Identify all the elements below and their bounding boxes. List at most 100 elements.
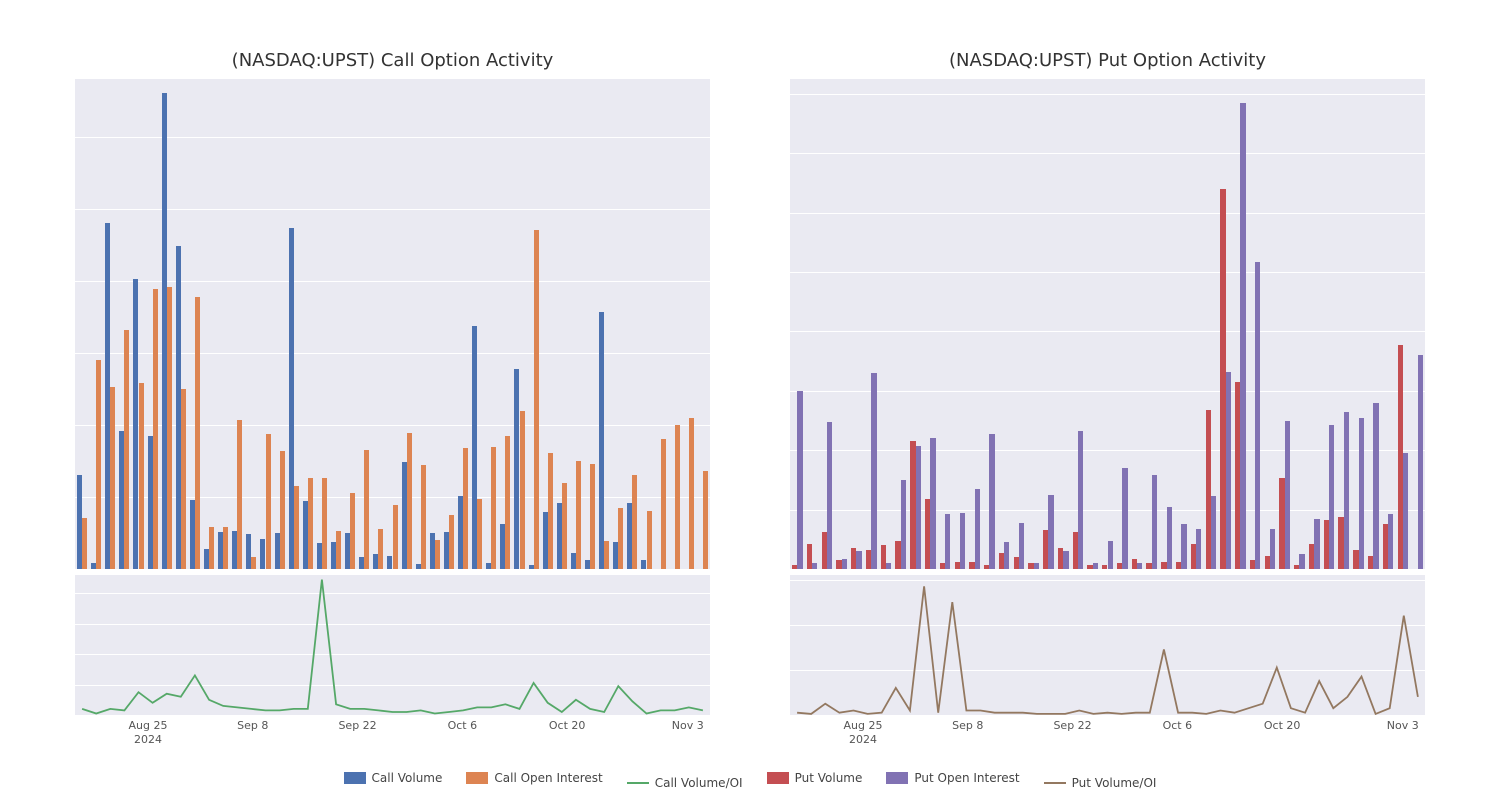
call-panel-title: (NASDAQ:UPST) Call Option Activity <box>75 50 710 71</box>
legend-item: Call Volume/OI <box>627 776 743 790</box>
bar-series-b <box>916 446 921 569</box>
ratio-line <box>790 575 1425 715</box>
gridline <box>790 213 1425 214</box>
bar-series-b <box>960 513 965 569</box>
put-bars-plot: 02k4k6k8k10k12k14k16k <box>790 79 1425 569</box>
bar-series-b <box>336 531 341 569</box>
legend-rect-swatch <box>767 772 789 784</box>
bar-series-b <box>1329 425 1334 569</box>
bar-series-b <box>1359 418 1364 569</box>
bar-series-b <box>477 499 482 569</box>
bar-series-a <box>599 312 604 569</box>
legend-rect-swatch <box>344 772 366 784</box>
xtick-label: Sep 8 <box>237 719 268 732</box>
gridline <box>75 137 710 138</box>
bar-series-b <box>223 527 228 570</box>
legend-label: Call Open Interest <box>494 771 602 785</box>
legend-item: Call Volume <box>344 771 443 785</box>
bar-series-b <box>1388 514 1393 569</box>
bar-series-b <box>139 383 144 569</box>
figure-legend: Call Volume Call Open Interest Call Volume… <box>0 771 1500 790</box>
bar-series-b <box>1344 412 1349 569</box>
bar-series-b <box>797 391 802 569</box>
legend-rect-swatch <box>466 772 488 784</box>
bar-series-b <box>181 389 186 569</box>
bar-series-b <box>364 450 369 569</box>
xtick-label: Oct 6 <box>1163 719 1193 732</box>
bar-series-b <box>1403 453 1408 569</box>
bar-series-b <box>1226 372 1231 569</box>
bar-series-b <box>96 360 101 569</box>
call-ratio-plot: 02468 <box>75 575 710 715</box>
bar-series-b <box>167 287 172 569</box>
bar-series-b <box>421 465 426 569</box>
bar-series-b <box>350 493 355 569</box>
call-panel: (NASDAQ:UPST) Call Option Activity 010k2… <box>75 50 710 755</box>
bar-series-b <box>590 464 595 569</box>
bar-series-b <box>1078 431 1083 569</box>
gridline <box>790 331 1425 332</box>
bar-series-b <box>1167 507 1172 569</box>
gridline <box>75 209 710 210</box>
bar-series-b <box>435 540 440 569</box>
bar-series-b <box>989 434 994 569</box>
gridline <box>75 281 710 282</box>
legend-label: Call Volume <box>372 771 443 785</box>
xtick-label: Oct 20 <box>1264 719 1301 732</box>
bar-series-b <box>1373 403 1378 569</box>
xtick-label: Sep 22 <box>1053 719 1091 732</box>
xtick-year-label: 2024 <box>134 733 162 746</box>
put-x-axis: Aug 252024Sep 8Sep 22Oct 6Oct 20Nov 3 <box>790 715 1425 755</box>
bar-series-b <box>280 451 285 569</box>
bar-series-b <box>975 489 980 569</box>
bar-series-b <box>1137 563 1142 569</box>
put-panel: (NASDAQ:UPST) Put Option Activity 02k4k6… <box>790 50 1425 755</box>
bar-series-b <box>82 518 87 569</box>
bar-series-b <box>1299 554 1304 569</box>
xtick-label: Oct 20 <box>549 719 586 732</box>
bar-series-b <box>632 475 637 569</box>
bar-series-b <box>1063 551 1068 569</box>
bar-series-b <box>856 551 861 569</box>
bar-series-b <box>1108 541 1113 569</box>
bar-series-b <box>945 514 950 569</box>
bar-series-b <box>251 557 256 569</box>
legend-line-swatch <box>627 782 649 784</box>
bar-series-b <box>689 418 694 569</box>
bar-series-b <box>491 447 496 569</box>
legend-label: Put Open Interest <box>914 771 1019 785</box>
call-x-axis: Aug 252024Sep 8Sep 22Oct 6Oct 20Nov 3 <box>75 715 710 755</box>
bar-series-b <box>576 461 581 569</box>
bar-series-b <box>195 297 200 569</box>
bar-series-b <box>871 373 876 569</box>
put-ratio-plot: 0204060 <box>790 575 1425 715</box>
bar-series-b <box>548 453 553 569</box>
bar-series-b <box>842 559 847 569</box>
legend-label: Put Volume <box>795 771 863 785</box>
gridline <box>790 391 1425 392</box>
bar-series-b <box>675 425 680 569</box>
xtick-label: Aug 25 <box>844 719 883 732</box>
bar-series-b <box>1122 468 1127 569</box>
bar-series-b <box>407 433 412 569</box>
bar-series-b <box>647 511 652 569</box>
xtick-label: Oct 6 <box>448 719 478 732</box>
bar-series-b <box>812 563 817 569</box>
bar-series-b <box>827 422 832 569</box>
xtick-label: Nov 3 <box>1387 719 1419 732</box>
bar-series-b <box>449 515 454 569</box>
legend-item: Put Open Interest <box>886 771 1019 785</box>
bar-series-b <box>505 436 510 569</box>
bar-series-b <box>1004 542 1009 569</box>
bar-series-b <box>1285 421 1290 569</box>
bar-series-b <box>237 420 242 569</box>
bar-series-b <box>378 529 383 569</box>
bar-series-b <box>124 330 129 569</box>
xtick-label: Sep 22 <box>338 719 376 732</box>
legend-item: Put Volume <box>767 771 863 785</box>
bar-series-b <box>534 230 539 569</box>
bar-series-b <box>393 505 398 569</box>
bar-series-b <box>322 478 327 569</box>
bar-series-b <box>153 289 158 569</box>
legend-line-swatch <box>1044 782 1066 784</box>
